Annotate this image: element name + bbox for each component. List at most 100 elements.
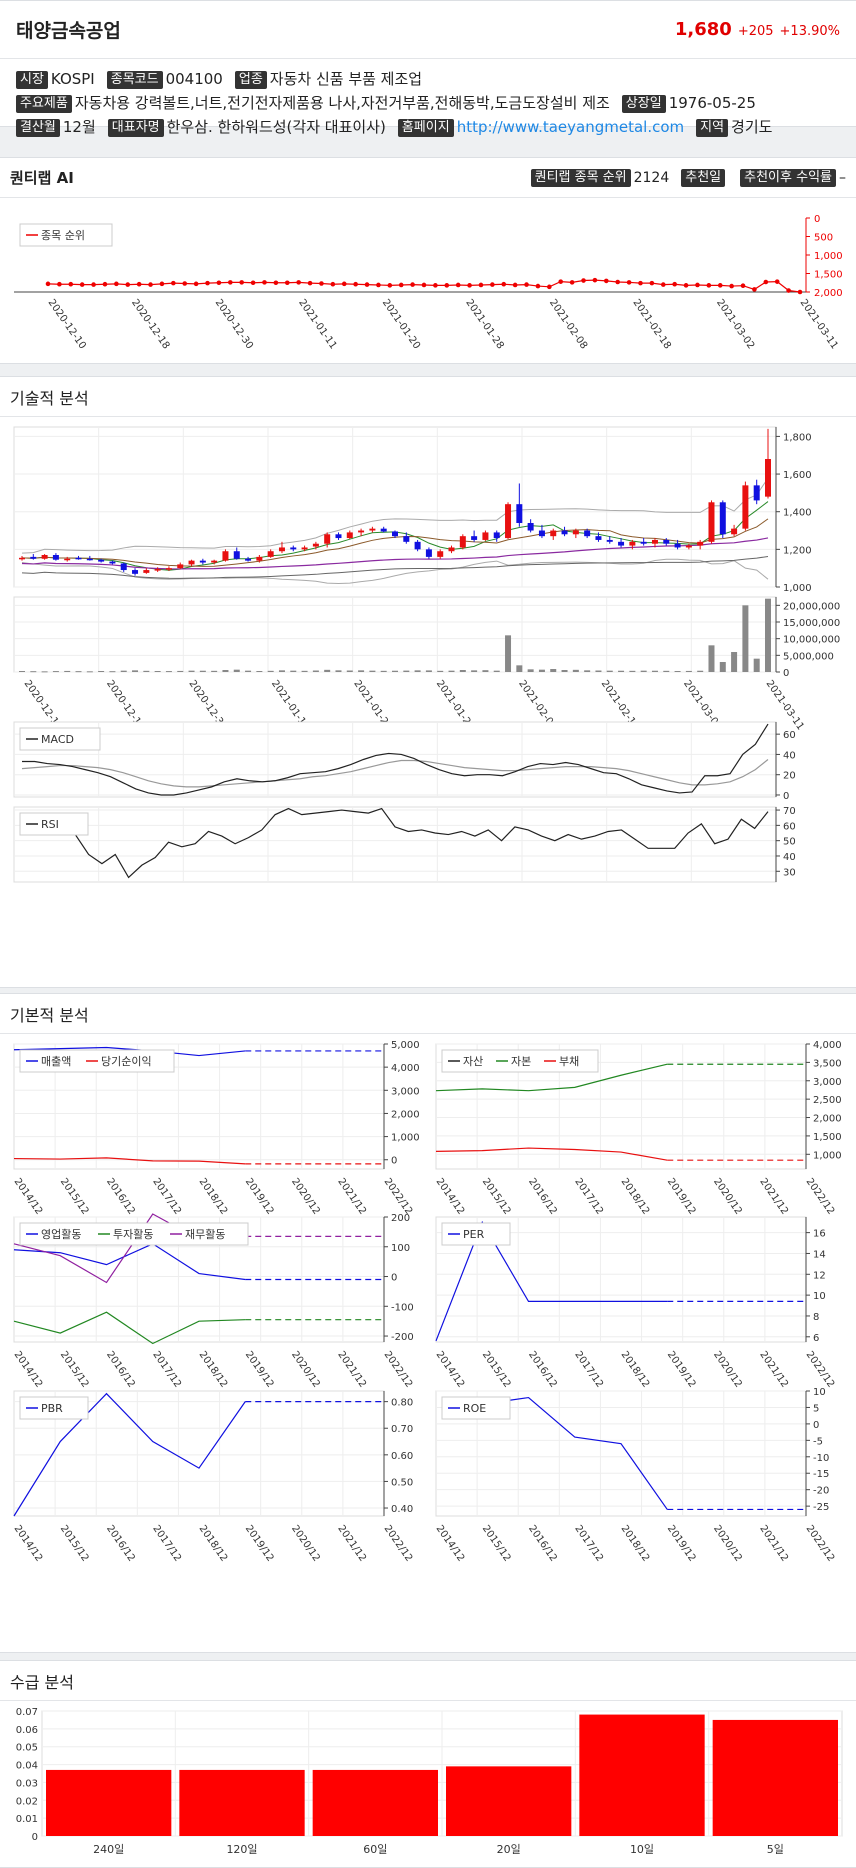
- x-tick-label: 2020/12: [289, 1349, 322, 1389]
- homepage-link[interactable]: http://www.taeyangmetal.com: [456, 118, 685, 136]
- volume-bar: [335, 670, 342, 672]
- tag-rec-return: 추천이후 수익률: [740, 168, 836, 187]
- candle-body: [742, 485, 749, 529]
- series-line: [13, 1243, 246, 1281]
- rank-point: [319, 281, 324, 286]
- y-tick-label: 0: [783, 668, 789, 679]
- industry-value: 자동차 신품 부품 제조업: [269, 70, 423, 88]
- candle-body: [505, 504, 512, 539]
- candle-body: [290, 547, 297, 550]
- candle-body: [708, 502, 715, 542]
- candle-body: [538, 530, 545, 537]
- y-tick-label: 0.02: [16, 1796, 38, 1807]
- tag-code: 종목코드: [106, 71, 163, 89]
- rank-point: [501, 281, 507, 287]
- rank-point: [193, 281, 199, 287]
- rank-chart: 0 500 1,000 1,500 2,000 종목 순위 2020-12-10 2020-1…: [14, 214, 843, 351]
- fund-title: 기본적 분석: [0, 994, 856, 1034]
- y-tick-label: 70: [783, 806, 796, 817]
- tech-charts: 1,000 1,200 1,400 1,600 1,800 0 5,000,000 10,00…: [13, 426, 840, 883]
- candle-body: [403, 536, 410, 542]
- y-tick-label: 10,000,000: [783, 635, 840, 646]
- x-tick-label: 2016/12: [526, 1523, 559, 1563]
- rank-point: [797, 289, 803, 295]
- x-tick-label: 2021-01-20: [380, 297, 422, 351]
- candle-body: [572, 530, 579, 535]
- series-line: [13, 1392, 246, 1517]
- rank-point: [387, 283, 393, 288]
- rank-point: [581, 278, 586, 283]
- candle-body: [425, 549, 432, 557]
- volume-bar: [211, 670, 218, 672]
- x-tick-label: 2017/12: [150, 1349, 183, 1389]
- volume-bar: [222, 670, 229, 672]
- x-tick-label: 2019/12: [243, 1176, 276, 1216]
- y-tick-label: 30: [783, 867, 796, 878]
- rec-return-value: –: [839, 169, 846, 186]
- x-tick-label: 2020/12: [289, 1523, 322, 1563]
- rank-point: [604, 278, 609, 284]
- candle-body: [278, 547, 285, 552]
- series-line: [435, 1063, 668, 1092]
- volume-bar: [471, 670, 478, 672]
- volume-bar: [437, 670, 444, 672]
- candle-body: [132, 570, 139, 574]
- y-tick-label: 5: [813, 1403, 819, 1414]
- candle-body: [211, 560, 218, 563]
- x-tick-label: 2014/12: [434, 1176, 467, 1216]
- candle-body: [120, 563, 127, 571]
- bollinger-lower: [21, 558, 769, 584]
- rank-point: [615, 279, 620, 285]
- rank-point: [136, 281, 142, 287]
- x-tick-label: 2014/12: [12, 1176, 45, 1216]
- candle-body: [651, 539, 658, 544]
- x-tick-label: 2022/12: [804, 1176, 837, 1216]
- volume-bar: [629, 670, 636, 672]
- y-tick-label: 1,000: [814, 251, 843, 262]
- rank-point: [148, 282, 153, 287]
- legend-label: 영업활동: [41, 1227, 81, 1241]
- candle-body: [165, 568, 172, 570]
- rank-point: [376, 282, 381, 288]
- rank-point: [125, 282, 131, 287]
- series-line: [13, 1157, 246, 1165]
- supply-bar: [579, 1714, 705, 1836]
- y-tick-label: 1,400: [783, 508, 812, 519]
- volume-bar: [109, 671, 116, 673]
- y-tick-label: 500: [814, 233, 833, 244]
- x-tick-label: 2014/12: [434, 1349, 467, 1389]
- y-tick-label: -10: [813, 1453, 829, 1464]
- candle-body: [19, 557, 25, 560]
- x-tick-label: 2017/12: [572, 1523, 605, 1563]
- rank-point: [239, 280, 244, 285]
- x-tick-label: 2020/12: [711, 1523, 744, 1563]
- y-tick-label: 1,000: [813, 1150, 842, 1161]
- legend-label: RSI: [41, 818, 59, 831]
- candle-body: [346, 532, 353, 539]
- volume-bar: [301, 670, 308, 672]
- ai-title: 퀀티랩 AI: [10, 169, 74, 187]
- rank-point: [45, 281, 51, 287]
- candle-body: [109, 561, 116, 564]
- y-tick-label: 12: [813, 1270, 826, 1281]
- candle-body: [471, 536, 478, 540]
- y-tick-label: 0: [814, 214, 820, 225]
- candle-body: [301, 547, 308, 550]
- x-tick-label: 2022/12: [804, 1523, 837, 1563]
- rank-point: [569, 280, 575, 285]
- legend-label: 재무활동: [185, 1227, 225, 1241]
- fiscal-value: 12월: [62, 118, 96, 136]
- rank-point: [478, 282, 484, 288]
- x-tick-label: 2015/12: [58, 1523, 91, 1563]
- x-tick-label: 2020/12: [711, 1176, 744, 1216]
- volume-bar: [41, 671, 48, 673]
- supply-bar: [179, 1769, 305, 1836]
- volume-bar: [392, 670, 398, 672]
- y-tick-label: 50: [783, 837, 796, 848]
- candle-body: [550, 530, 557, 537]
- y-tick-label: -100: [391, 1302, 414, 1313]
- candle-body: [199, 560, 206, 563]
- rank-point: [250, 280, 256, 286]
- y-tick-label: 0.80: [391, 1398, 413, 1409]
- candle-body: [143, 570, 150, 573]
